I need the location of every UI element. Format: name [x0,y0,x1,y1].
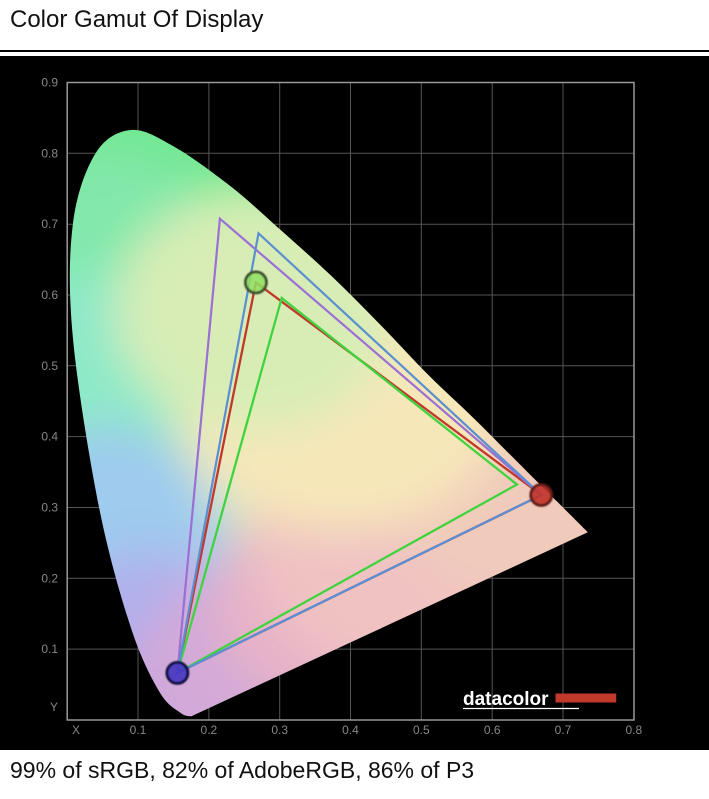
svg-text:0.2: 0.2 [201,723,218,737]
svg-text:0.3: 0.3 [41,501,58,515]
svg-text:0.5: 0.5 [413,723,430,737]
svg-text:0.6: 0.6 [484,723,501,737]
svg-text:0.4: 0.4 [342,723,359,737]
svg-text:0.1: 0.1 [41,642,58,656]
svg-text:0.3: 0.3 [271,723,288,737]
svg-text:0.2: 0.2 [41,571,58,585]
svg-text:0.6: 0.6 [41,288,58,302]
svg-text:Y: Y [50,700,58,714]
svg-text:0.8: 0.8 [41,146,58,160]
svg-text:0.1: 0.1 [130,723,147,737]
svg-text:0.7: 0.7 [41,217,58,231]
svg-text:X: X [72,723,80,737]
svg-text:datacolor: datacolor [463,689,549,710]
svg-text:0.9: 0.9 [41,76,58,90]
svg-text:0.8: 0.8 [625,723,642,737]
svg-text:0.5: 0.5 [41,359,58,373]
svg-text:0.7: 0.7 [555,723,572,737]
svg-text:0.4: 0.4 [41,430,58,444]
